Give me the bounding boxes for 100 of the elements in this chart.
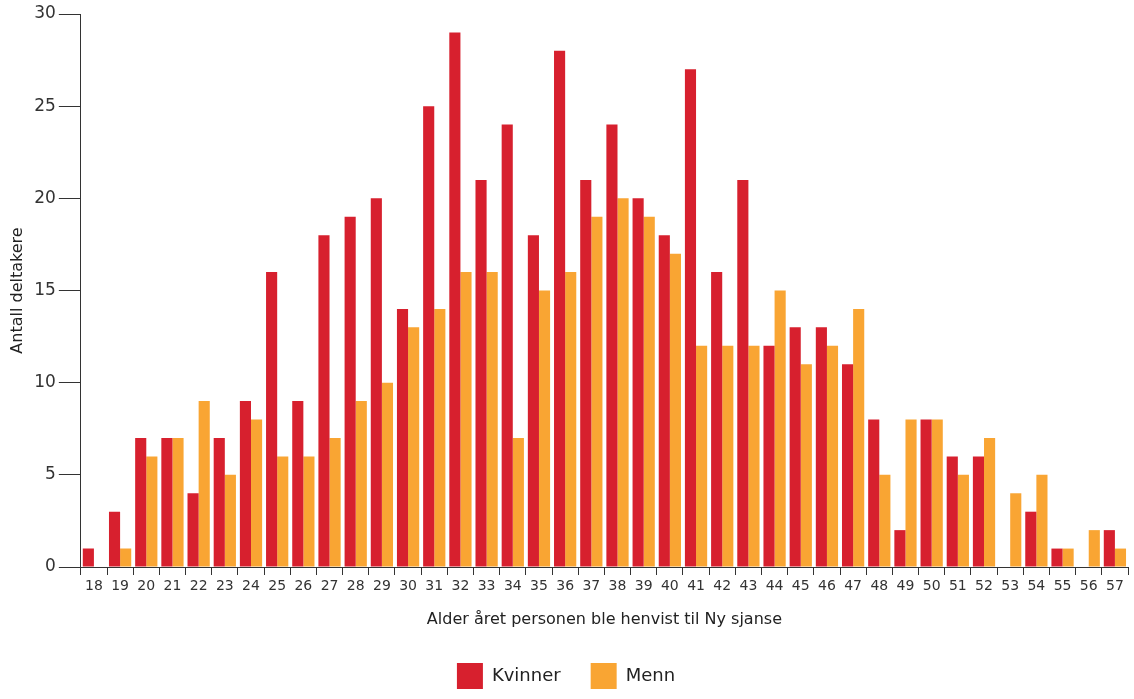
- legend-label: Menn: [625, 663, 676, 685]
- bar: [460, 272, 472, 567]
- bar: [763, 345, 775, 567]
- bar: [292, 401, 304, 567]
- x-tick-label: 26: [294, 577, 313, 594]
- x-tick-label: 45: [791, 577, 810, 594]
- x-tick-label: 46: [818, 577, 836, 594]
- y-tick-label: 25: [34, 94, 56, 115]
- bar: [920, 419, 932, 567]
- bar: [1114, 548, 1127, 567]
- y-tick-label: 15: [34, 278, 56, 299]
- bar: [538, 290, 551, 567]
- bar: [329, 437, 341, 567]
- x-tick-label: 25: [268, 577, 287, 594]
- bar: [711, 272, 723, 567]
- bar: [423, 106, 435, 567]
- x-tick-label: 32: [451, 577, 470, 594]
- bar: [1103, 530, 1115, 567]
- x-tick-label: 29: [372, 577, 391, 594]
- bar: [120, 548, 132, 567]
- x-tick-label: 48: [870, 577, 889, 594]
- x-tick-label: 42: [713, 577, 732, 594]
- x-tick-label: 47: [844, 577, 863, 594]
- x-tick-label: 43: [739, 577, 758, 594]
- bar: [396, 308, 409, 567]
- x-tick-label: 19: [111, 577, 130, 594]
- x-tick-label: 33: [477, 577, 496, 594]
- x-tick-label: 30: [399, 577, 417, 594]
- bar: [198, 401, 210, 567]
- bar: [303, 456, 315, 567]
- bar: [722, 345, 734, 567]
- bar: [318, 235, 330, 567]
- bar: [1025, 511, 1037, 567]
- x-tick-label: 22: [189, 577, 208, 594]
- bar: [277, 456, 289, 567]
- bar: [815, 327, 827, 567]
- bar: [972, 456, 985, 567]
- bar: [370, 198, 382, 567]
- bar: [381, 382, 394, 567]
- x-tick-label: 38: [608, 577, 627, 594]
- bar: [527, 235, 539, 567]
- bar: [696, 345, 708, 567]
- bar: [658, 235, 670, 567]
- x-tick-label: 37: [582, 577, 601, 594]
- x-tick-label: 50: [922, 577, 941, 594]
- bar: [879, 474, 891, 567]
- x-tick-label: 39: [634, 577, 653, 594]
- y-axis-title: Antall deltakere: [6, 227, 26, 354]
- y-tick-label: 0: [45, 555, 56, 576]
- bar: [946, 456, 958, 567]
- bar: [617, 198, 629, 567]
- bar: [449, 32, 461, 567]
- bar: [146, 456, 158, 567]
- bar: [684, 69, 697, 567]
- bar: [826, 345, 839, 567]
- x-tick-label: 55: [1053, 577, 1072, 594]
- x-tick-label: 31: [425, 577, 444, 594]
- x-tick-label: 57: [1106, 577, 1124, 594]
- bar: [187, 493, 199, 567]
- bar: [82, 548, 94, 567]
- x-tick-label: 18: [85, 577, 103, 594]
- x-tick-label: 41: [687, 577, 705, 594]
- bar: [1036, 474, 1048, 567]
- bar: [789, 327, 801, 567]
- bar: [486, 272, 498, 567]
- bar: [512, 437, 524, 567]
- bar: [1010, 493, 1022, 567]
- x-tick-label: 20: [137, 577, 156, 594]
- x-tick-label: 36: [556, 577, 575, 594]
- bar: [408, 327, 420, 567]
- bar: [239, 401, 251, 567]
- x-tick-label: 24: [242, 577, 260, 594]
- x-tick-label: 35: [530, 577, 548, 594]
- bar: [748, 345, 760, 567]
- bar: [591, 216, 603, 567]
- x-tick-label: 34: [503, 577, 522, 594]
- bar: [251, 419, 263, 567]
- bar: [224, 474, 236, 567]
- bar: [868, 419, 880, 567]
- x-tick-label: 56: [1079, 577, 1098, 594]
- x-tick-label: 52: [975, 577, 993, 594]
- bar: [931, 419, 943, 567]
- bar: [355, 401, 367, 567]
- bar: [606, 124, 618, 567]
- bar: [737, 179, 749, 567]
- bar: [1088, 530, 1100, 567]
- bar: [172, 437, 184, 567]
- bar: [475, 179, 487, 567]
- bar: [905, 419, 917, 567]
- x-tick-label: 40: [660, 577, 679, 594]
- bar: [632, 198, 644, 567]
- bar: [1051, 548, 1063, 567]
- bar: [565, 272, 577, 567]
- y-tick-label: 30: [34, 2, 56, 23]
- bar: [841, 364, 854, 567]
- y-tick-label: 5: [45, 463, 56, 484]
- bar: [434, 308, 446, 567]
- x-tick-label: 49: [896, 577, 915, 594]
- bar: [957, 474, 969, 567]
- x-tick-label: 44: [765, 577, 784, 594]
